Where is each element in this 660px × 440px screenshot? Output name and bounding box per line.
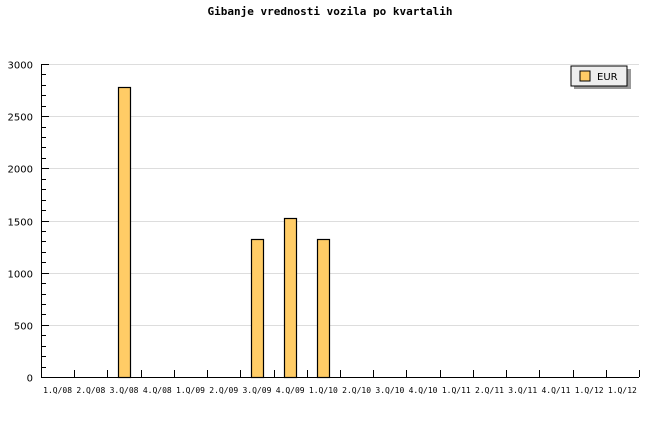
x-tick-label: 2.Q/09 bbox=[209, 386, 238, 395]
x-tick-label: 3.Q/09 bbox=[242, 386, 271, 395]
x-tick-label: 4.Q/11 bbox=[541, 386, 570, 395]
x-tick-labels: 1.Q/08 2.Q/08 3.Q/08 4.Q/08 1.Q/09 2.Q/09 3.Q/… bbox=[43, 386, 637, 395]
x-tick-label: 1.Q/09 bbox=[176, 386, 205, 395]
x-tick-label: 1.Q/12 bbox=[575, 386, 604, 395]
chart-title: Gibanje vrednosti vozila po kvartalih bbox=[207, 5, 452, 18]
x-tick-label: 4.Q/09 bbox=[276, 386, 305, 395]
legend-label: EUR bbox=[597, 72, 618, 83]
gridlines bbox=[41, 64, 639, 326]
y-tick-label: 3000 bbox=[8, 61, 33, 72]
y-tick-label: 500 bbox=[14, 322, 33, 333]
y-tick-label: 2500 bbox=[8, 113, 33, 124]
bar-3.Q/09 bbox=[250, 238, 265, 379]
bar-4.Q/09 bbox=[283, 217, 298, 379]
x-tick-label: 1.Q/08 bbox=[43, 386, 72, 395]
x-tick-label: 4.Q/10 bbox=[409, 386, 438, 395]
x-tick-label: 2.Q/11 bbox=[475, 386, 504, 395]
axes bbox=[41, 64, 640, 378]
bar-1.Q/10 bbox=[316, 238, 331, 379]
bars bbox=[117, 86, 331, 379]
y-tick-label: 2000 bbox=[8, 165, 33, 176]
x-tick-label: 2.Q/10 bbox=[342, 386, 371, 395]
bar-3.Q/08 bbox=[117, 86, 132, 379]
y-tick-label: 1500 bbox=[8, 218, 33, 229]
x-tick-label: 3.Q/10 bbox=[375, 386, 404, 395]
y-tick-label: 0 bbox=[27, 374, 33, 385]
x-tick-label: 3.Q/11 bbox=[508, 386, 537, 395]
y-tick-labels: 0 500 1000 1500 2000 2500 3000 bbox=[8, 61, 33, 385]
x-tick-label: 2.Q/08 bbox=[76, 386, 105, 395]
legend: EUR bbox=[570, 65, 631, 89]
x-tick-label: 1.Q/12 bbox=[608, 386, 637, 395]
x-tick-label: 1.Q/11 bbox=[442, 386, 471, 395]
y-tick-label: 1000 bbox=[8, 270, 33, 281]
x-tick-label: 1.Q/10 bbox=[309, 386, 338, 395]
x-tick-label: 4.Q/08 bbox=[143, 386, 172, 395]
legend-swatch bbox=[579, 70, 591, 82]
x-tick-label: 3.Q/08 bbox=[110, 386, 139, 395]
